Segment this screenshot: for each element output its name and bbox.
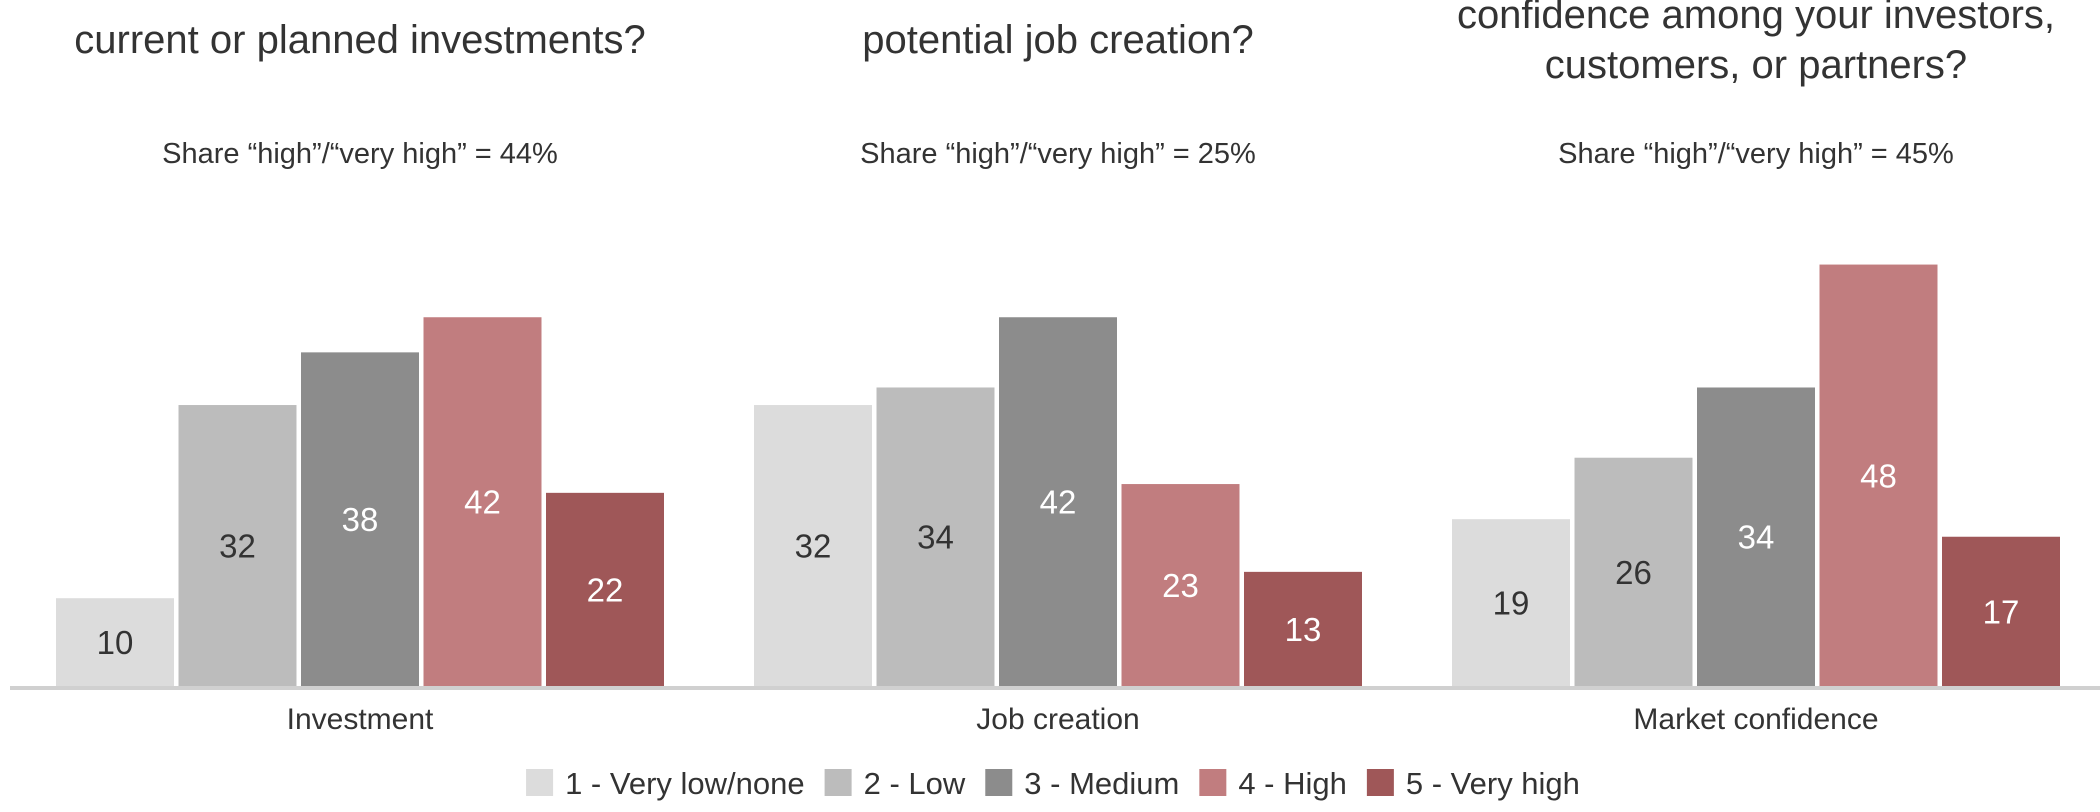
bar-value-label: 13 [1285, 611, 1322, 648]
legend-label: 3 - Medium [1024, 766, 1179, 801]
bar-value-label: 26 [1615, 554, 1652, 591]
bar-value-label: 10 [97, 624, 134, 661]
bar [56, 598, 174, 686]
bar-value-label: 22 [587, 571, 624, 608]
bar-value-label: 38 [342, 501, 379, 538]
bar-value-label: 42 [1040, 484, 1077, 521]
bar-value-label: 17 [1983, 593, 2020, 630]
bar [1574, 457, 1693, 686]
bar-value-label: 32 [219, 528, 256, 565]
legend-label: 4 - High [1238, 766, 1347, 801]
bar [999, 317, 1117, 686]
bar-value-label: 48 [1860, 457, 1897, 494]
legend-item: 4 - High [1199, 766, 1347, 801]
legend-item: 1 - Very low/none [526, 766, 805, 801]
bar [1244, 571, 1362, 686]
legend-swatch [824, 769, 852, 796]
bar-value-label: 32 [795, 528, 832, 565]
panel-title-line: current or planned investments? [74, 18, 645, 62]
legend-swatch [1199, 769, 1227, 796]
legend-label: 1 - Very low/none [565, 766, 805, 801]
category-labels: Investment Job creation Market confidence [287, 703, 1879, 736]
legend-swatch [526, 769, 554, 796]
share-labels: Share “high”/“very high” = 44% Share “hig… [162, 138, 1954, 170]
legend-swatch [985, 769, 1013, 796]
panel-title-line: potential job creation? [862, 18, 1253, 62]
share-label: Share “high”/“very high” = 25% [860, 138, 1256, 170]
bar [1942, 536, 2060, 686]
legend-item: 5 - Very high [1366, 766, 1580, 801]
category-label: Job creation [976, 703, 1139, 736]
bar [423, 317, 542, 686]
legend-label: 5 - Very high [1406, 766, 1580, 801]
bar [1121, 484, 1240, 686]
bar-value-label: 42 [464, 484, 501, 521]
panel-title-line: customers, or partners? [1545, 43, 1967, 87]
share-label: Share “high”/“very high” = 44% [162, 138, 558, 170]
bars [56, 264, 2060, 686]
bar [546, 492, 664, 686]
category-label: Investment [287, 703, 434, 736]
legend-label: 2 - Low [864, 766, 966, 801]
legend-item: 2 - Low [824, 766, 966, 801]
bar [1452, 519, 1570, 686]
bar-value-label: 34 [1738, 519, 1775, 556]
legend-swatch [1366, 769, 1394, 796]
bar [1697, 387, 1815, 686]
bar [876, 387, 995, 686]
bar-value-label: 23 [1162, 567, 1199, 604]
bar [301, 352, 419, 686]
bar-value-label: 19 [1493, 585, 1530, 622]
bar [754, 405, 872, 686]
bar [178, 405, 297, 686]
legend-item: 3 - Medium [985, 766, 1179, 801]
share-label: Share “high”/“very high” = 45% [1558, 138, 1954, 170]
legend: 1 - Very low/none 2 - Low 3 - Medium 4 - Hi… [526, 766, 1580, 801]
bar-value-labels: 10 32 38 42 22 32 34 42 23 13 19 26 34 48 17 [97, 457, 2020, 661]
panel-title-line: confidence among your investors, [1457, 0, 2055, 37]
category-label: Market confidence [1633, 703, 1878, 736]
panel-titles: current or planned investments? potential… [74, 0, 2055, 87]
bar [1819, 264, 1938, 686]
bar-value-label: 34 [917, 519, 954, 556]
